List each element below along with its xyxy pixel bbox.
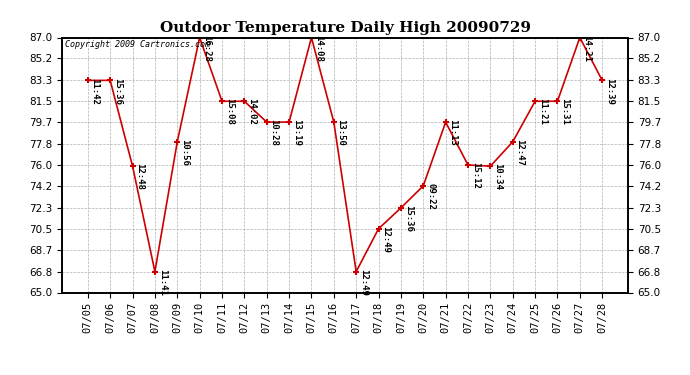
Text: 15:08: 15:08 [225, 99, 234, 125]
Text: Copyright 2009 Cartronics.com: Copyright 2009 Cartronics.com [65, 40, 210, 49]
Text: 13:19: 13:19 [292, 119, 301, 146]
Title: Outdoor Temperature Daily High 20090729: Outdoor Temperature Daily High 20090729 [159, 21, 531, 35]
Text: 13:50: 13:50 [337, 119, 346, 146]
Text: 10:56: 10:56 [180, 139, 189, 166]
Text: 15:36: 15:36 [404, 205, 413, 232]
Text: 10:34: 10:34 [493, 164, 502, 190]
Text: 15:12: 15:12 [471, 162, 480, 189]
Text: 12:48: 12:48 [135, 164, 144, 190]
Text: 11:41: 11:41 [158, 269, 167, 296]
Text: 15:36: 15:36 [113, 78, 122, 105]
Text: 10:28: 10:28 [270, 119, 279, 146]
Text: 11:13: 11:13 [448, 119, 457, 146]
Text: 12:47: 12:47 [515, 139, 524, 166]
Text: 14:21: 14:21 [582, 35, 591, 62]
Text: 12:39: 12:39 [605, 78, 614, 105]
Text: 11:21: 11:21 [538, 99, 547, 125]
Text: 16:28: 16:28 [202, 35, 211, 62]
Text: 12:49: 12:49 [359, 269, 368, 296]
Text: 14:08: 14:08 [314, 35, 323, 62]
Text: 11:42: 11:42 [90, 78, 99, 105]
Text: 15:31: 15:31 [560, 99, 569, 125]
Text: 12:49: 12:49 [382, 226, 391, 253]
Text: 14:02: 14:02 [247, 99, 256, 125]
Text: 09:22: 09:22 [426, 183, 435, 210]
